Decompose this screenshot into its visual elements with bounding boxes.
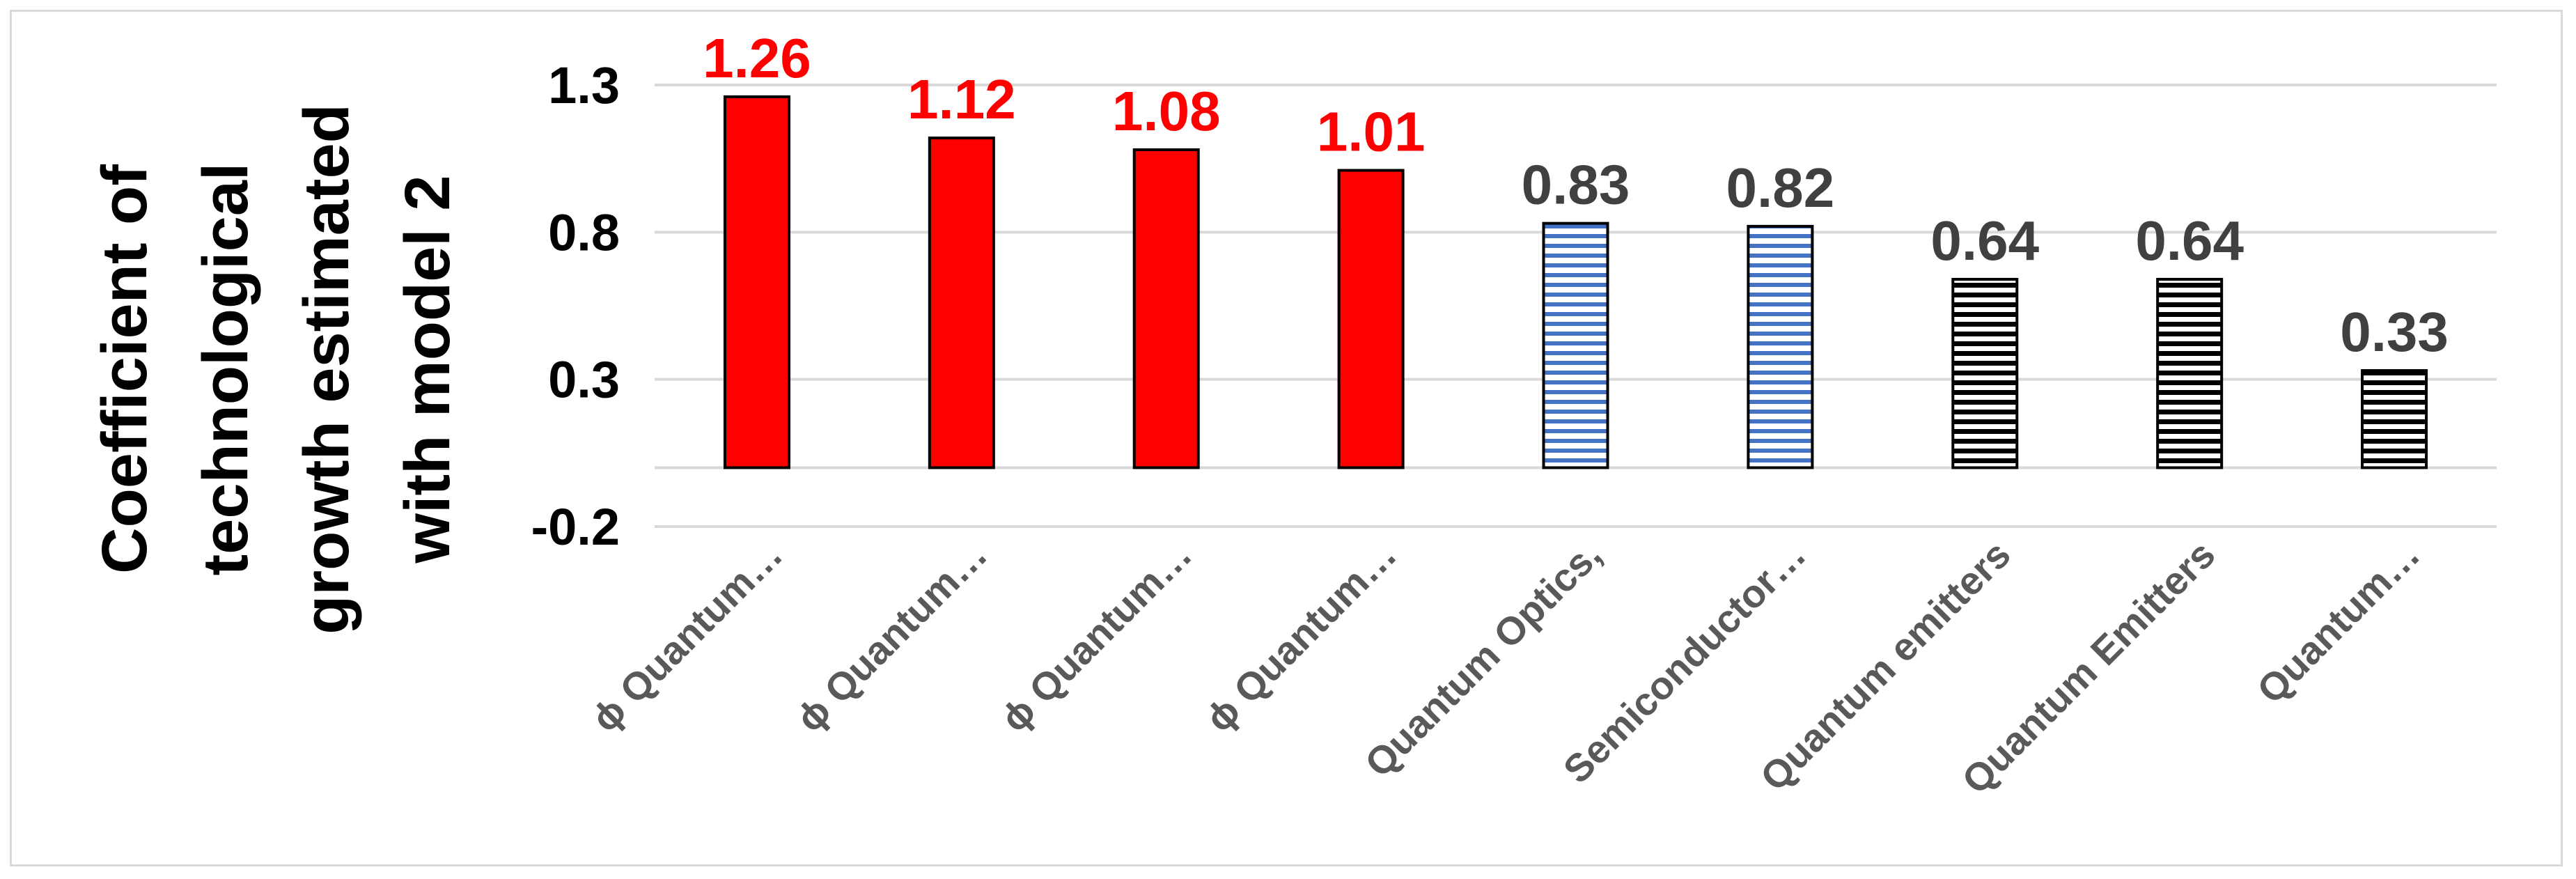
bar <box>1132 148 1200 469</box>
data-label: 1.12 <box>907 68 1016 130</box>
bars <box>723 95 2428 469</box>
bar <box>2361 368 2428 469</box>
bar <box>1747 224 1814 469</box>
category-label: ϕ Quantum… <box>1196 532 1405 740</box>
category-label: Quantum… <box>2249 532 2428 712</box>
data-label: 0.82 <box>1726 157 1835 219</box>
bar <box>723 95 790 469</box>
data-label: 1.08 <box>1112 80 1221 142</box>
bar <box>1337 169 1405 469</box>
y-tick-labels: 1.3 0.8 0.3 -0.2 <box>531 56 620 556</box>
y-axis-title: Coefficient of technological growth estima… <box>89 104 463 635</box>
chart-frame <box>10 10 2563 866</box>
data-label: 0.64 <box>2135 210 2244 272</box>
data-label: 0.83 <box>1522 154 1630 216</box>
category-label: ϕ Quantum… <box>583 532 791 740</box>
y-tick-label: 0.3 <box>548 351 620 409</box>
y-tick-label: -0.2 <box>531 498 620 556</box>
category-label: ϕ Quantum… <box>992 532 1201 740</box>
data-label: 0.33 <box>2340 301 2449 363</box>
category-label: ϕ Quantum… <box>788 532 996 740</box>
y-tick-label: 0.8 <box>548 203 620 261</box>
bar <box>928 137 995 469</box>
data-label: 0.64 <box>1930 210 2039 272</box>
category-labels: ϕ Quantum…ϕ Quantum…ϕ Quantum…ϕ Quantum…… <box>583 532 2428 802</box>
y-axis-title-line: technological <box>190 163 261 576</box>
bar <box>1542 221 1609 469</box>
y-axis-title-line: Coefficient of <box>89 164 160 574</box>
data-label: 1.26 <box>703 27 811 89</box>
y-axis-title-line: with model 2 <box>392 175 463 563</box>
data-labels: 1.26 1.12 1.08 1.01 0.83 0.82 0.64 0.64 0.33 <box>703 27 2449 363</box>
data-label: 1.01 <box>1317 101 1426 163</box>
y-tick-label: 1.3 <box>548 56 620 114</box>
bar <box>2156 277 2224 469</box>
y-axis-title-line: growth estimated <box>291 104 362 635</box>
bar <box>1951 277 2019 469</box>
